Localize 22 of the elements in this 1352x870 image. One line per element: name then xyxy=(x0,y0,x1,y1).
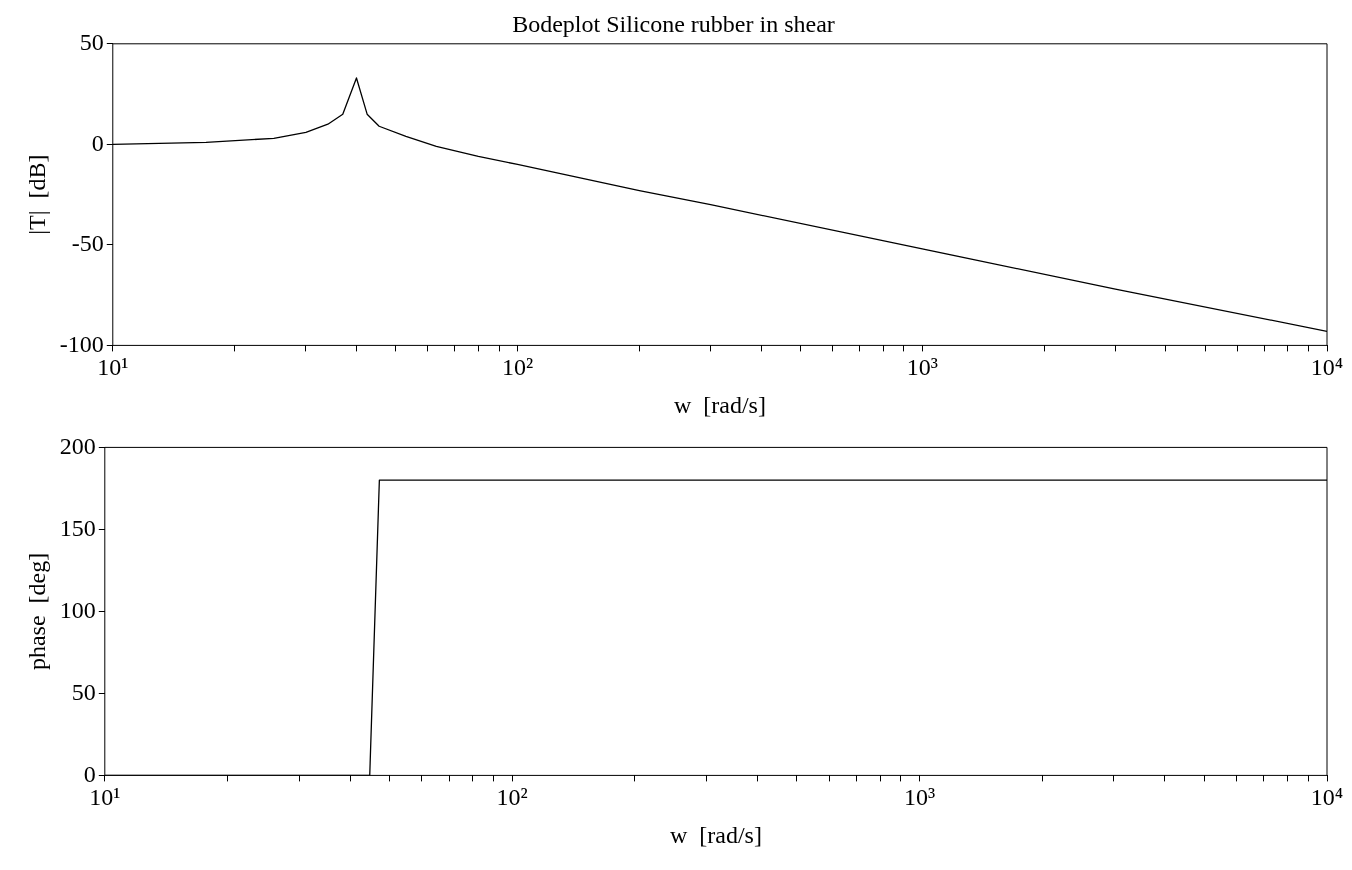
y-tick-label: 100 xyxy=(59,596,96,623)
x-tick-label: 10⁴ xyxy=(1310,354,1344,381)
x-tick-label: 10⁴ xyxy=(1310,784,1344,811)
y-tick-label: -100 xyxy=(59,330,104,357)
y-tick-label: 200 xyxy=(59,432,96,459)
x-axis-title: w [rad/s] xyxy=(669,821,762,848)
x-axis-title: w [rad/s] xyxy=(673,391,766,418)
x-tick-label: 10³ xyxy=(904,784,936,811)
y-tick-label: 50 xyxy=(79,29,104,56)
x-tick-label: 10² xyxy=(501,354,534,381)
y-axis-title: phase [deg] xyxy=(23,552,50,671)
y-tick-label: 50 xyxy=(71,678,96,705)
y-tick-label: 0 xyxy=(91,129,104,156)
x-tick-label: 10¹ xyxy=(97,354,129,381)
y-tick-label: 150 xyxy=(59,514,96,541)
x-tick-label: 10² xyxy=(496,784,528,811)
chart-title: Bodeplot Silicone rubber in shear xyxy=(512,10,835,37)
x-tick-label: 10³ xyxy=(906,354,938,381)
x-tick-label: 10¹ xyxy=(89,784,121,811)
y-tick-label: -50 xyxy=(71,230,104,257)
y-axis-title: |T| [dB] xyxy=(23,154,50,235)
y-tick-label: 0 xyxy=(83,760,96,787)
